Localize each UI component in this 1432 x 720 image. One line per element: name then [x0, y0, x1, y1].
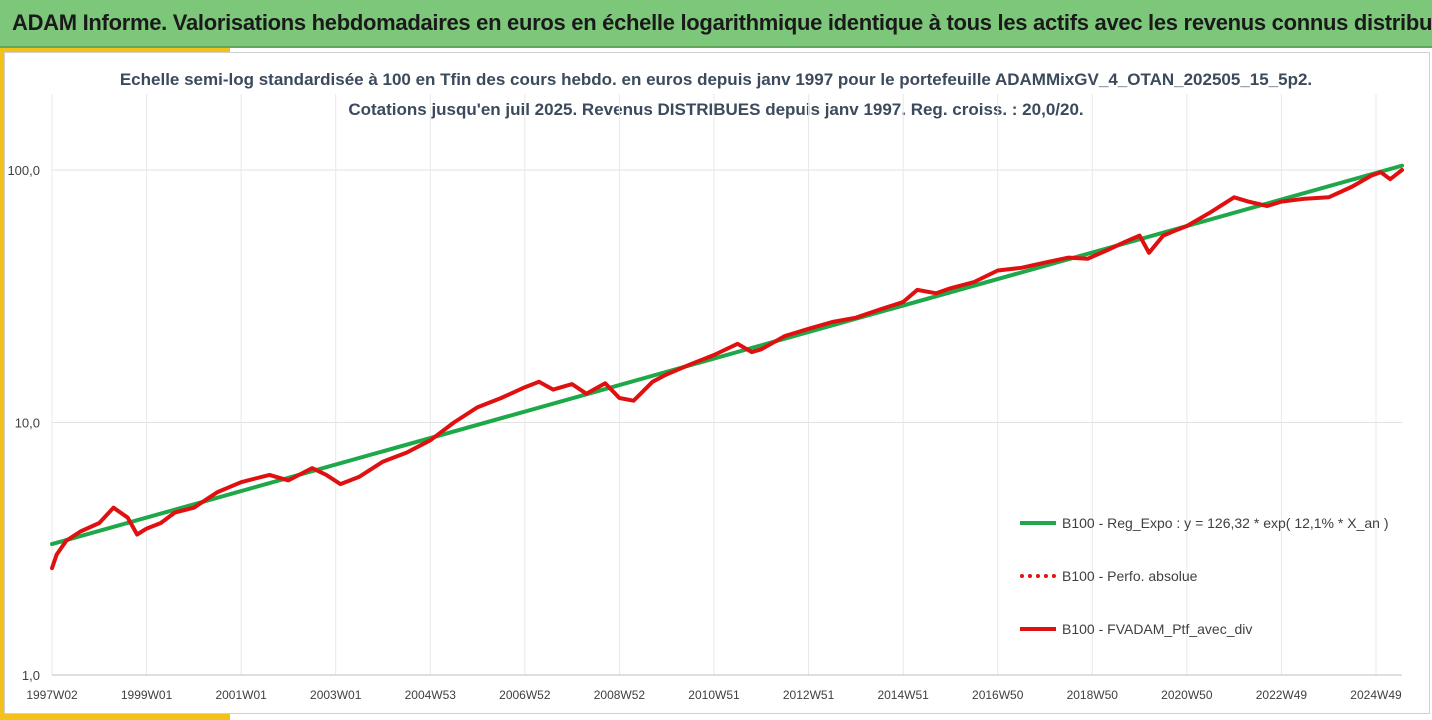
accent-bar-bottom [0, 714, 230, 720]
x-tick-label: 2020W50 [1161, 688, 1213, 702]
chart-title: Echelle semi-log standardisée à 100 en T… [119, 70, 1313, 89]
x-tick-label: 2022W49 [1256, 688, 1308, 702]
y-tick-label: 1,0 [22, 668, 40, 683]
legend-item-regression: B100 - Reg_Expo : y = 126,32 * exp( 12,1… [1020, 513, 1388, 533]
x-tick-label: 2003W01 [310, 688, 362, 702]
x-tick-label: 2001W01 [215, 688, 267, 702]
y-tick-label: 10,0 [15, 416, 40, 431]
legend-label-regression: B100 - Reg_Expo : y = 126,32 * exp( 12,1… [1062, 515, 1389, 531]
chart-frame [4, 52, 1430, 714]
report-title: ADAM Informe. Valorisations hebdomadaire… [12, 10, 1432, 35]
x-tick-label: 2018W50 [1067, 688, 1119, 702]
accent-bar-top [0, 48, 230, 52]
x-tick-label: 2024W49 [1350, 688, 1402, 702]
y-tick-label: 100,0 [7, 163, 40, 178]
legend-swatch-perfo [1020, 574, 1056, 578]
x-tick-label: 2012W51 [783, 688, 835, 702]
legend-item-portfolio: B100 - FVADAM_Ptf_avec_div [1020, 619, 1252, 639]
legend-swatch-portfolio [1020, 627, 1056, 631]
portfolio-line [50, 168, 1404, 571]
x-tick-label: 2010W51 [688, 688, 740, 702]
x-tick-label: 1997W02 [26, 688, 78, 702]
legend-label-portfolio: B100 - FVADAM_Ptf_avec_div [1062, 621, 1253, 637]
header-bar: ADAM Informe. Valorisations hebdomadaire… [0, 0, 1432, 48]
x-tick-label: 2006W52 [499, 688, 551, 702]
legend-item-perfo: B100 - Perfo. absolue [1020, 566, 1197, 586]
x-tick-label: 2016W50 [972, 688, 1024, 702]
x-tick-label: 2004W53 [405, 688, 457, 702]
legend-swatch-regression [1020, 521, 1056, 525]
x-tick-label: 1999W01 [121, 688, 173, 702]
regression-line [50, 163, 1404, 547]
accent-bar-left [0, 48, 4, 720]
chart-subtitle: Cotations jusqu'en juil 2025. Revenus DI… [348, 100, 1084, 119]
legend-label-perfo: B100 - Perfo. absolue [1062, 568, 1198, 584]
x-tick-label: 2014W51 [877, 688, 929, 702]
x-tick-label: 2008W52 [594, 688, 646, 702]
